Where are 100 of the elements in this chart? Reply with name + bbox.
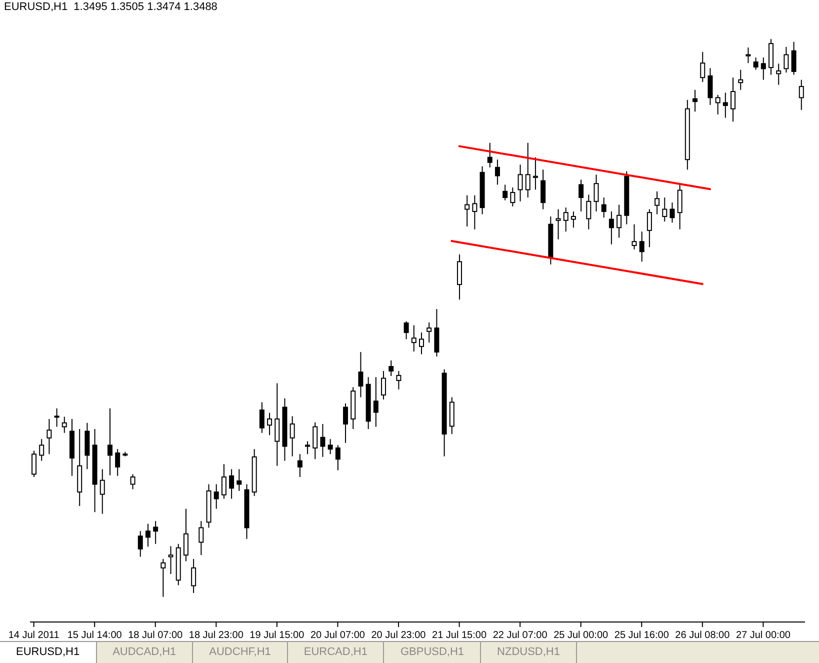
candlestick [198,520,204,556]
text: EURUSD,H1 [0,642,97,663]
x-tick-label: 25 Jul 00:00 [554,630,609,641]
text: AUDCHF,H1 [193,642,288,663]
candlestick [746,46,751,64]
candlestick [107,408,112,476]
candlestick [487,142,492,168]
chart-title: EURUSD,H1 1.3495 1.3505 1.3474 1.3488 [4,1,218,13]
candlestick [784,46,789,74]
candlestick [776,63,782,86]
candlestick [464,194,470,228]
x-tick-label: 15 Jul 14:00 [67,630,122,641]
x-tick-label: 21 Jul 15:00 [432,630,487,641]
candlestick [525,142,530,198]
x-tick-label: 20 Jul 07:00 [310,630,366,641]
candlestick [373,376,378,428]
candlestick [320,423,326,458]
candlestick [305,440,310,455]
text: GBPUSD,H1 [384,642,482,663]
x-tick-label: 14 Jul 2011 [8,630,60,641]
candlestick [236,468,242,492]
x-tick-label: 22 Jul 07:00 [492,630,548,641]
candlestick [540,169,546,210]
candlestick [388,360,394,377]
x-tick-label: 18 Jul 23:00 [188,630,244,641]
x-tick-label: 20 Jul 23:00 [371,630,426,641]
candlestick [32,450,36,478]
candlestick [434,308,440,357]
candlestick [328,438,333,455]
x-tick-label: 18 Jul 07:00 [128,630,184,641]
candlestick [153,520,158,544]
candlestick [145,523,150,548]
candlestick [183,508,188,562]
candlestick [715,94,720,115]
candlestick [62,416,67,434]
candlestick [677,184,682,230]
candlestick [54,408,60,428]
candlestick [290,416,295,457]
candlestick [632,224,637,250]
candlestick [404,320,409,340]
candlestick [259,402,264,434]
candlestick [46,418,52,455]
candlestick [738,69,744,90]
candlestick [229,468,234,500]
candlestick [449,396,454,435]
candlestick [532,156,538,190]
candlestick [343,402,348,444]
candlestick [791,41,796,76]
candlestick [700,51,706,83]
candlestick [586,194,592,230]
candlestick [601,197,606,218]
text: NZDUSD,H1 [481,642,577,663]
x-tick-label: 27 Jul 00:00 [736,630,791,641]
candlestick [670,202,675,224]
candlestick [760,57,766,80]
candlestick [411,324,416,352]
candlestick [753,57,758,70]
candlestick [456,254,462,300]
candlestick [335,444,340,471]
candlestick [563,207,568,232]
candlestick [312,422,318,460]
candlestick [472,194,478,230]
candlestick [502,184,508,201]
candlestick [138,530,143,558]
candlestick [274,382,280,466]
text: AUDCAD,H1 [96,642,194,663]
x-tick-label: 25 Jul 16:00 [614,630,670,641]
candlestick [708,68,713,106]
candlestick [84,422,90,470]
candlestick [616,204,622,238]
candlestick [115,448,120,476]
candlestick [358,352,364,398]
candlestick [426,322,432,344]
candlestick [39,438,44,462]
candlestick [419,332,424,355]
candlestick [214,484,219,510]
candlestick [556,208,561,240]
candlestick [100,468,105,514]
candlestick [168,546,174,575]
candlestick [578,179,584,212]
candlestick [654,190,660,215]
candlestick [798,79,804,110]
candlestick [730,77,736,122]
candlestick [160,558,166,598]
candlestick [130,474,136,490]
candlestick [662,197,668,222]
candlestick [608,210,614,245]
candlestick [692,89,698,112]
candlestick [494,159,500,186]
candlestick [221,464,226,500]
candlestick [768,38,774,76]
x-tick-label: 26 Jul 08:00 [675,630,730,641]
text: EURCAD,H1 [288,642,384,663]
candlestick [267,412,272,436]
candlestick [639,231,644,262]
candlestick [396,370,402,390]
candlestick [570,210,576,228]
candlestick [646,208,652,248]
x-tick-label: 19 Jul 15:00 [250,630,305,641]
candlestick [297,454,302,478]
